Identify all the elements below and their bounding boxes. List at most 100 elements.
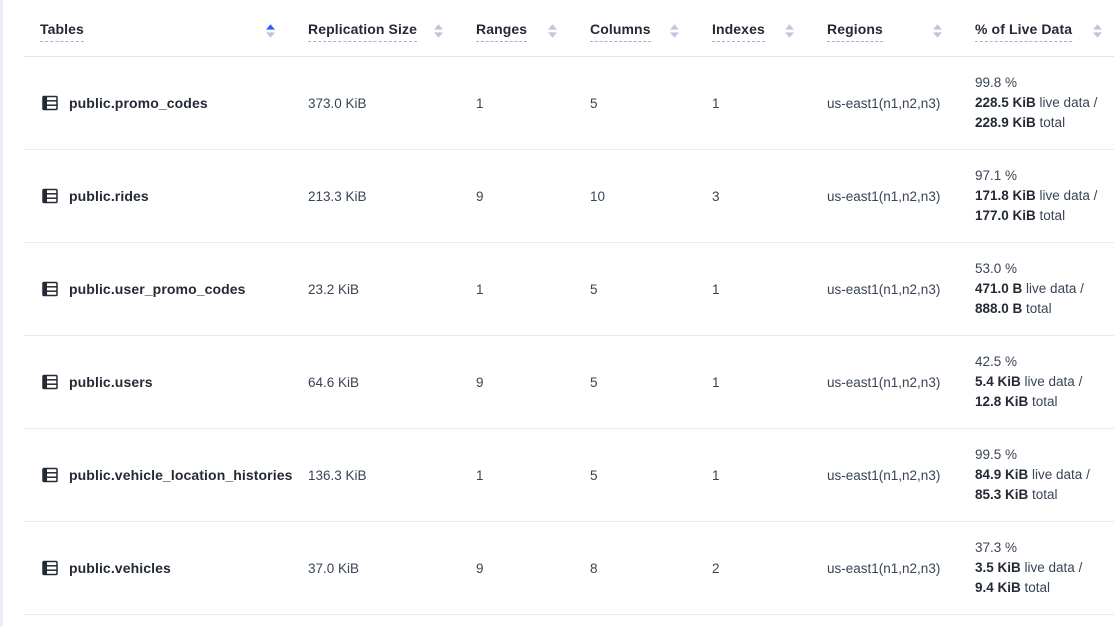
- table-row: public.users 64.6 KiB 9 5 1 us-east1(n1,…: [24, 336, 1114, 429]
- live-data-total: 12.8 KiB total: [975, 394, 1058, 409]
- live-data-percent: 99.5 %: [975, 447, 1018, 462]
- table-name-link[interactable]: public.vehicle_location_histories: [69, 467, 293, 483]
- replication-size-cell: 136.3 KiB: [308, 467, 367, 483]
- ranges-cell: 9: [476, 188, 484, 204]
- table-name-link[interactable]: public.promo_codes: [69, 95, 208, 111]
- ranges-cell: 9: [476, 560, 484, 576]
- sort-arrows-icon[interactable]: [434, 24, 443, 38]
- live-data-cell: 37.3 % 3.5 KiB live data / 9.4 KiB total: [975, 538, 1114, 598]
- indexes-cell: 3: [712, 188, 720, 204]
- live-data-percent: 99.8 %: [975, 75, 1018, 90]
- replication-size-cell: 213.3 KiB: [308, 188, 367, 204]
- replication-size-cell: 64.6 KiB: [308, 374, 360, 390]
- sort-arrows-icon[interactable]: [1093, 24, 1102, 38]
- columns-cell: 5: [590, 467, 598, 483]
- table-name-link[interactable]: public.users: [69, 374, 153, 390]
- live-data-detail: 5.4 KiB live data /: [975, 374, 1083, 389]
- table-name-cell: public.user_promo_codes: [24, 279, 308, 299]
- sort-arrows-icon[interactable]: [785, 24, 794, 38]
- table-name-cell: public.vehicles: [24, 558, 308, 578]
- live-data-percent: 53.0 %: [975, 261, 1018, 276]
- live-data-cell: 97.1 % 171.8 KiB live data / 177.0 KiB t…: [975, 166, 1114, 226]
- live-data-cell: 53.0 % 471.0 B live data / 888.0 B total: [975, 259, 1114, 319]
- regions-cell: us-east1(n1,n2,n3): [827, 374, 941, 390]
- indexes-cell: 1: [712, 281, 720, 297]
- live-data-total: 177.0 KiB total: [975, 208, 1066, 223]
- table-grid-icon: [40, 372, 60, 392]
- table-grid-icon: [40, 558, 60, 578]
- ranges-cell: 9: [476, 374, 484, 390]
- column-header[interactable]: Regions: [827, 21, 975, 42]
- column-header[interactable]: Tables: [24, 21, 308, 42]
- columns-cell: 8: [590, 560, 598, 576]
- columns-cell: 5: [590, 281, 598, 297]
- indexes-cell: 2: [712, 560, 720, 576]
- indexes-cell: 1: [712, 95, 720, 111]
- ranges-cell: 1: [476, 467, 484, 483]
- regions-cell: us-east1(n1,n2,n3): [827, 95, 941, 111]
- table-row: public.vehicle_location_histories 136.3 …: [24, 429, 1114, 522]
- table-row: public.user_promo_codes 23.2 KiB 1 5 1 u…: [24, 243, 1114, 336]
- table-name-cell: public.vehicle_location_histories: [24, 465, 308, 485]
- live-data-percent: 42.5 %: [975, 354, 1018, 369]
- columns-cell: 5: [590, 374, 598, 390]
- ranges-cell: 1: [476, 95, 484, 111]
- table-body: public.promo_codes 373.0 KiB 1 5 1 us-ea…: [24, 57, 1114, 615]
- regions-cell: us-east1(n1,n2,n3): [827, 560, 941, 576]
- page-left-edge: [0, 0, 3, 626]
- regions-cell: us-east1(n1,n2,n3): [827, 281, 941, 297]
- replication-size-cell: 37.0 KiB: [308, 560, 360, 576]
- table-header-row: Tables Replication Size Ranges Columns: [24, 0, 1114, 57]
- sort-arrows-icon[interactable]: [266, 24, 275, 38]
- live-data-cell: 99.8 % 228.5 KiB live data / 228.9 KiB t…: [975, 73, 1114, 133]
- column-header-label[interactable]: Columns: [590, 21, 651, 42]
- live-data-detail: 228.5 KiB live data /: [975, 95, 1098, 110]
- sort-arrows-icon[interactable]: [670, 24, 679, 38]
- column-header[interactable]: Ranges: [476, 21, 590, 42]
- live-data-total: 888.0 B total: [975, 301, 1052, 316]
- table-name-cell: public.users: [24, 372, 308, 392]
- regions-cell: us-east1(n1,n2,n3): [827, 188, 941, 204]
- column-header-label[interactable]: % of Live Data: [975, 21, 1073, 42]
- live-data-total: 9.4 KiB total: [975, 580, 1051, 595]
- column-header-label[interactable]: Indexes: [712, 21, 765, 42]
- replication-size-cell: 373.0 KiB: [308, 95, 367, 111]
- column-header[interactable]: Indexes: [712, 21, 827, 42]
- live-data-detail: 171.8 KiB live data /: [975, 188, 1098, 203]
- replication-size-cell: 23.2 KiB: [308, 281, 360, 297]
- table-grid-icon: [40, 465, 60, 485]
- table-grid-icon: [40, 186, 60, 206]
- live-data-detail: 84.9 KiB live data /: [975, 467, 1090, 482]
- sort-arrows-icon[interactable]: [548, 24, 557, 38]
- live-data-total: 85.3 KiB total: [975, 487, 1058, 502]
- live-data-percent: 37.3 %: [975, 540, 1018, 555]
- ranges-cell: 1: [476, 281, 484, 297]
- column-header-label[interactable]: Tables: [40, 21, 84, 42]
- column-header[interactable]: % of Live Data: [975, 21, 1114, 42]
- table-name-cell: public.promo_codes: [24, 93, 308, 113]
- table-grid-icon: [40, 279, 60, 299]
- columns-cell: 10: [590, 188, 606, 204]
- table-name-cell: public.rides: [24, 186, 308, 206]
- column-header[interactable]: Columns: [590, 21, 712, 42]
- live-data-cell: 42.5 % 5.4 KiB live data / 12.8 KiB tota…: [975, 352, 1114, 412]
- indexes-cell: 1: [712, 374, 720, 390]
- indexes-cell: 1: [712, 467, 720, 483]
- regions-cell: us-east1(n1,n2,n3): [827, 467, 941, 483]
- column-header-label[interactable]: Ranges: [476, 21, 528, 42]
- column-header-label[interactable]: Replication Size: [308, 21, 417, 42]
- table-grid-icon: [40, 93, 60, 113]
- table-name-link[interactable]: public.rides: [69, 188, 149, 204]
- table-name-link[interactable]: public.vehicles: [69, 560, 171, 576]
- live-data-percent: 97.1 %: [975, 168, 1018, 183]
- table-row: public.promo_codes 373.0 KiB 1 5 1 us-ea…: [24, 57, 1114, 150]
- column-header-label[interactable]: Regions: [827, 21, 883, 42]
- live-data-cell: 99.5 % 84.9 KiB live data / 85.3 KiB tot…: [975, 445, 1114, 505]
- live-data-detail: 471.0 B live data /: [975, 281, 1084, 296]
- sort-arrows-icon[interactable]: [933, 24, 942, 38]
- live-data-detail: 3.5 KiB live data /: [975, 560, 1083, 575]
- table-row: public.rides 213.3 KiB 9 10 3 us-east1(n…: [24, 150, 1114, 243]
- table-name-link[interactable]: public.user_promo_codes: [69, 281, 246, 297]
- column-header[interactable]: Replication Size: [308, 21, 476, 42]
